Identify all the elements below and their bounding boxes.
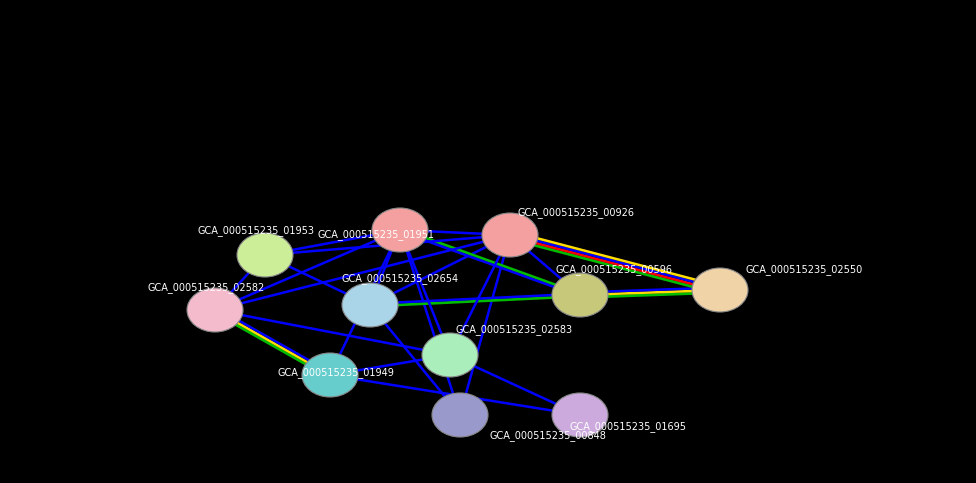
Ellipse shape [422, 333, 478, 377]
Text: GCA_000515235_02582: GCA_000515235_02582 [148, 282, 265, 293]
Ellipse shape [692, 268, 748, 312]
Text: GCA_000515235_02583: GCA_000515235_02583 [455, 324, 572, 335]
Ellipse shape [432, 393, 488, 437]
Ellipse shape [302, 353, 358, 397]
Text: GCA_000515235_02654: GCA_000515235_02654 [342, 273, 459, 284]
Ellipse shape [342, 283, 398, 327]
Ellipse shape [482, 213, 538, 257]
Text: GCA_000515235_01949: GCA_000515235_01949 [278, 367, 395, 378]
Ellipse shape [237, 233, 293, 277]
Ellipse shape [552, 393, 608, 437]
Text: GCA_000515235_01953: GCA_000515235_01953 [198, 225, 315, 236]
Text: GCA_000515235_00926: GCA_000515235_00926 [518, 207, 635, 218]
Ellipse shape [552, 273, 608, 317]
Ellipse shape [372, 208, 428, 252]
Text: GCA_000515235_02550: GCA_000515235_02550 [745, 264, 862, 275]
Text: GCA_000515235_01951: GCA_000515235_01951 [318, 229, 435, 240]
Text: GCA_000515235_00596: GCA_000515235_00596 [555, 264, 672, 275]
Ellipse shape [187, 288, 243, 332]
Text: GCA_000515235_01695: GCA_000515235_01695 [570, 421, 687, 432]
Text: GCA_000515235_00848: GCA_000515235_00848 [490, 430, 607, 441]
